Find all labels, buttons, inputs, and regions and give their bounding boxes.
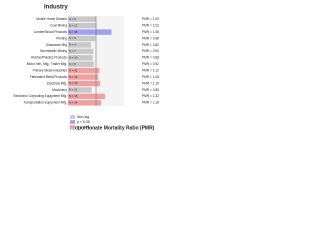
n-label: N = 7 bbox=[69, 49, 76, 53]
category-label: Rubber/Plastics Products bbox=[31, 56, 67, 60]
bar bbox=[68, 16, 96, 22]
bar bbox=[68, 29, 112, 35]
chart: Industry Proportionate Mortality Ratio (… bbox=[13, 5, 159, 132]
bar bbox=[68, 80, 101, 87]
value-label: PMR = 0.90 bbox=[142, 49, 159, 53]
category-label: Mobile Home Dealers bbox=[36, 17, 67, 21]
value-label: PMR = 0.85 bbox=[142, 88, 159, 92]
n-label: N = 33 bbox=[69, 81, 78, 85]
value-label: PMR = 1.12 bbox=[142, 68, 159, 72]
chart-title: Industry bbox=[44, 5, 68, 11]
bar bbox=[68, 55, 93, 61]
n-label: N = 6 bbox=[69, 17, 76, 21]
bar bbox=[68, 61, 94, 67]
legend-label: p < 0.05 bbox=[77, 120, 90, 124]
category-label: Nonmetallic Mining bbox=[40, 49, 67, 53]
n-label: N = 41 bbox=[69, 68, 78, 72]
category-label: Electrical Mfg. bbox=[47, 81, 67, 85]
legend-label: p < 0.01 bbox=[77, 125, 90, 129]
category-label: Machinery bbox=[52, 88, 67, 92]
value-label: PMR = 1.32 bbox=[142, 94, 159, 98]
n-label: N = 35 bbox=[69, 30, 78, 34]
value-label: PMR = 0.82 bbox=[142, 43, 159, 47]
value-label: PMR = 1.18 bbox=[142, 101, 159, 105]
bar bbox=[68, 67, 100, 74]
bar bbox=[68, 100, 102, 106]
n-label: N = 4 bbox=[69, 43, 76, 47]
legend-swatch bbox=[70, 125, 75, 129]
n-label: N = 11 bbox=[69, 88, 78, 92]
n-label: N = 18 bbox=[69, 94, 78, 98]
value-label: PMR = 1.08 bbox=[142, 75, 159, 79]
value-label: PMR = 0.92 bbox=[142, 62, 159, 66]
category-label: Glassware Mfg bbox=[46, 43, 67, 47]
n-label: N = 8 bbox=[69, 62, 76, 66]
legend-swatch bbox=[70, 120, 75, 124]
n-label: N = 10 bbox=[69, 56, 78, 60]
category-label: Coal Mining bbox=[50, 23, 67, 27]
category-label: Printing bbox=[56, 36, 67, 40]
category-label: Electronic Computing Equipment Mfg. bbox=[13, 94, 67, 98]
category-label: Lumber/Wood Products bbox=[34, 30, 68, 34]
value-label: PMR = 1.15 bbox=[142, 81, 159, 85]
value-label: PMR = 0.88 bbox=[142, 56, 159, 60]
legend-label: Non-sig bbox=[77, 115, 89, 119]
bar bbox=[68, 74, 99, 80]
bar bbox=[68, 87, 92, 93]
bar bbox=[68, 35, 96, 42]
category-label: Primary Metal Industries bbox=[33, 68, 68, 72]
n-label: N = 29 bbox=[69, 75, 78, 79]
legend-swatch bbox=[70, 115, 75, 119]
n-label: N = 24 bbox=[69, 101, 78, 105]
value-label: PMR = 0.98 bbox=[142, 36, 159, 40]
x-axis-label: Proportionate Mortality Ratio (PMR) bbox=[70, 125, 155, 131]
category-label: Motor Veh. Mfg., Trailer Mfg. bbox=[27, 62, 67, 66]
bar bbox=[68, 48, 94, 55]
bar bbox=[68, 22, 97, 29]
category-label: Fabricated Metal Products bbox=[30, 75, 68, 79]
bar bbox=[68, 93, 105, 100]
value-label: PMR = 1.55 bbox=[142, 30, 159, 34]
category-label: Transportation Equipment Mfg. bbox=[23, 101, 67, 105]
n-label: N = 12 bbox=[69, 23, 78, 27]
n-label: N = 9 bbox=[69, 36, 76, 40]
value-label: PMR = 1.02 bbox=[142, 23, 159, 27]
value-label: PMR = 1.00 bbox=[142, 17, 159, 21]
bar bbox=[68, 42, 91, 48]
